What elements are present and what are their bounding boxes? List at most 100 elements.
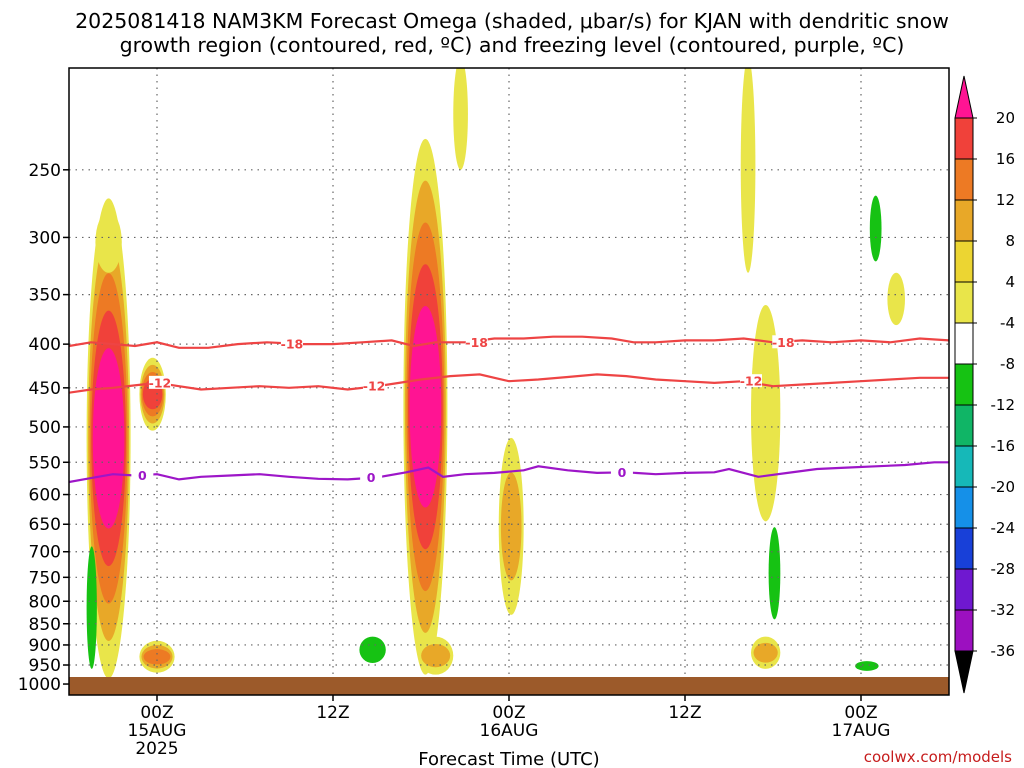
- omega-cell: [768, 527, 781, 620]
- omega-cell: [500, 472, 522, 581]
- contour-label: -18: [772, 335, 795, 350]
- colorbar-top-arrow: [954, 75, 974, 119]
- colorbar-label: -32: [991, 601, 1016, 619]
- y-tick-label: 300: [29, 228, 61, 248]
- x-axis-label: Forecast Time (UTC): [418, 749, 599, 768]
- colorbar-swatch: [954, 322, 974, 365]
- omega-cell: [887, 272, 905, 326]
- contour-label-bg: [363, 379, 386, 393]
- contour-label: 0: [618, 465, 627, 480]
- x-tick-label: 00Z: [844, 703, 877, 723]
- y-tick-label: 550: [29, 453, 61, 473]
- y-tick-label: 950: [29, 656, 61, 676]
- contour-line: [69, 373, 949, 394]
- x-tick-label: 00Z: [140, 703, 173, 723]
- contour-label-bg: [280, 337, 303, 351]
- contour-label: 0: [367, 470, 376, 485]
- omega-cell: [359, 636, 386, 664]
- omega-cell: [143, 649, 171, 665]
- colorbar-label: 16: [996, 150, 1015, 168]
- colorbar-label: 20: [996, 109, 1015, 127]
- colorbar-label: -20: [991, 478, 1016, 496]
- y-tick-label: 500: [29, 418, 61, 438]
- colorbar-label: -4: [1000, 314, 1015, 332]
- colorbar-label: 8: [1005, 232, 1015, 250]
- contour-label: -12: [363, 379, 386, 394]
- contour-label: -12: [149, 375, 172, 390]
- x-tick-label: 16AUG: [480, 721, 539, 741]
- omega-cell: [751, 305, 781, 522]
- colorbar: 20 16 12 8 4 -4 -8 -12 -16 -20 -24 -28 -32 -36: [954, 75, 1016, 694]
- omega-cell: [869, 195, 882, 262]
- contour-line: [69, 461, 949, 484]
- omega-cell: [740, 68, 756, 273]
- colorbar-swatch: [954, 609, 974, 652]
- colorbar-swatch: [954, 486, 974, 529]
- colorbar-label: -12: [991, 396, 1016, 414]
- colorbar-swatch: [954, 527, 974, 570]
- contour-label-bg: [131, 468, 154, 482]
- y-tick-label: 450: [29, 379, 61, 399]
- colorbar-swatch: [954, 158, 974, 201]
- omega-cell: [86, 546, 97, 669]
- omega-cell: [453, 68, 468, 170]
- omega-shading-layer: [86, 68, 905, 679]
- colorbar-swatch: [954, 445, 974, 488]
- omega-cell: [409, 306, 442, 508]
- colorbar-swatch: [954, 568, 974, 611]
- contour-label: -18: [465, 335, 488, 350]
- colorbar-swatch: [954, 240, 974, 283]
- chart-title-line-2: growth region (contoured, red, ºC) and f…: [120, 33, 905, 57]
- contour-label-bg: [610, 465, 633, 479]
- omega-cell: [855, 661, 879, 671]
- contour-label-bg: [148, 375, 171, 389]
- y-tick-label: 1000: [18, 675, 61, 695]
- colorbar-swatch: [954, 363, 974, 406]
- colorbar-swatch: [954, 404, 974, 447]
- colorbar-label: -16: [991, 437, 1016, 455]
- contour-label: 0: [138, 468, 147, 483]
- x-tick-label: 17AUG: [832, 721, 891, 741]
- x-tick-label: 12Z: [316, 703, 349, 723]
- y-tick-label: 850: [29, 615, 61, 635]
- y-tick-label: 650: [29, 515, 61, 535]
- contour-label-bg: [740, 374, 762, 388]
- colorbar-swatch: [954, 117, 974, 160]
- colorbar-swatch: [954, 281, 974, 324]
- y-tick-label: 750: [29, 568, 61, 588]
- x-tick-label: 2025: [135, 739, 178, 759]
- x-tick-label: 15AUG: [128, 721, 187, 741]
- y-tick-label: 250: [29, 161, 61, 181]
- x-tick-label: 12Z: [668, 703, 701, 723]
- contour-label-bg: [465, 335, 488, 349]
- omega-cell: [92, 348, 125, 529]
- surface-ground-band: [69, 677, 949, 695]
- colorbar-label: 4: [1005, 273, 1015, 291]
- colorbar-label: -28: [991, 560, 1016, 578]
- colorbar-label: 12: [996, 191, 1015, 209]
- contour-label-bg: [360, 470, 383, 484]
- credit-text[interactable]: coolwx.com/models: [864, 748, 1012, 766]
- colorbar-label: -36: [991, 642, 1016, 660]
- contour-label: -12: [740, 374, 763, 389]
- contour-label: -18: [281, 337, 304, 352]
- chart-title-line-1: 2025081418 NAM3KM Forecast Omega (shaded…: [75, 9, 949, 33]
- contour-label-bg: [772, 335, 795, 349]
- omega-cell: [95, 211, 122, 273]
- omega-cell: [421, 644, 451, 668]
- y-tick-label: 600: [29, 486, 61, 506]
- contour-layer: -18 -18 -18 -12 -12 -12 0 0 0: [69, 335, 949, 485]
- colorbar-swatch: [954, 199, 974, 242]
- y-tick-label: 350: [29, 286, 61, 306]
- omega-cell: [753, 642, 778, 663]
- colorbar-label: -24: [991, 519, 1016, 537]
- y-tick-label: 700: [29, 543, 61, 563]
- y-tick-label: 800: [29, 592, 61, 612]
- colorbar-label: -8: [1000, 355, 1015, 373]
- colorbar-bottom-arrow: [954, 650, 974, 694]
- x-tick-label: 00Z: [492, 703, 525, 723]
- y-axis: 2503003504004505005506006507007508008509…: [18, 161, 69, 695]
- y-tick-label: 900: [29, 636, 61, 656]
